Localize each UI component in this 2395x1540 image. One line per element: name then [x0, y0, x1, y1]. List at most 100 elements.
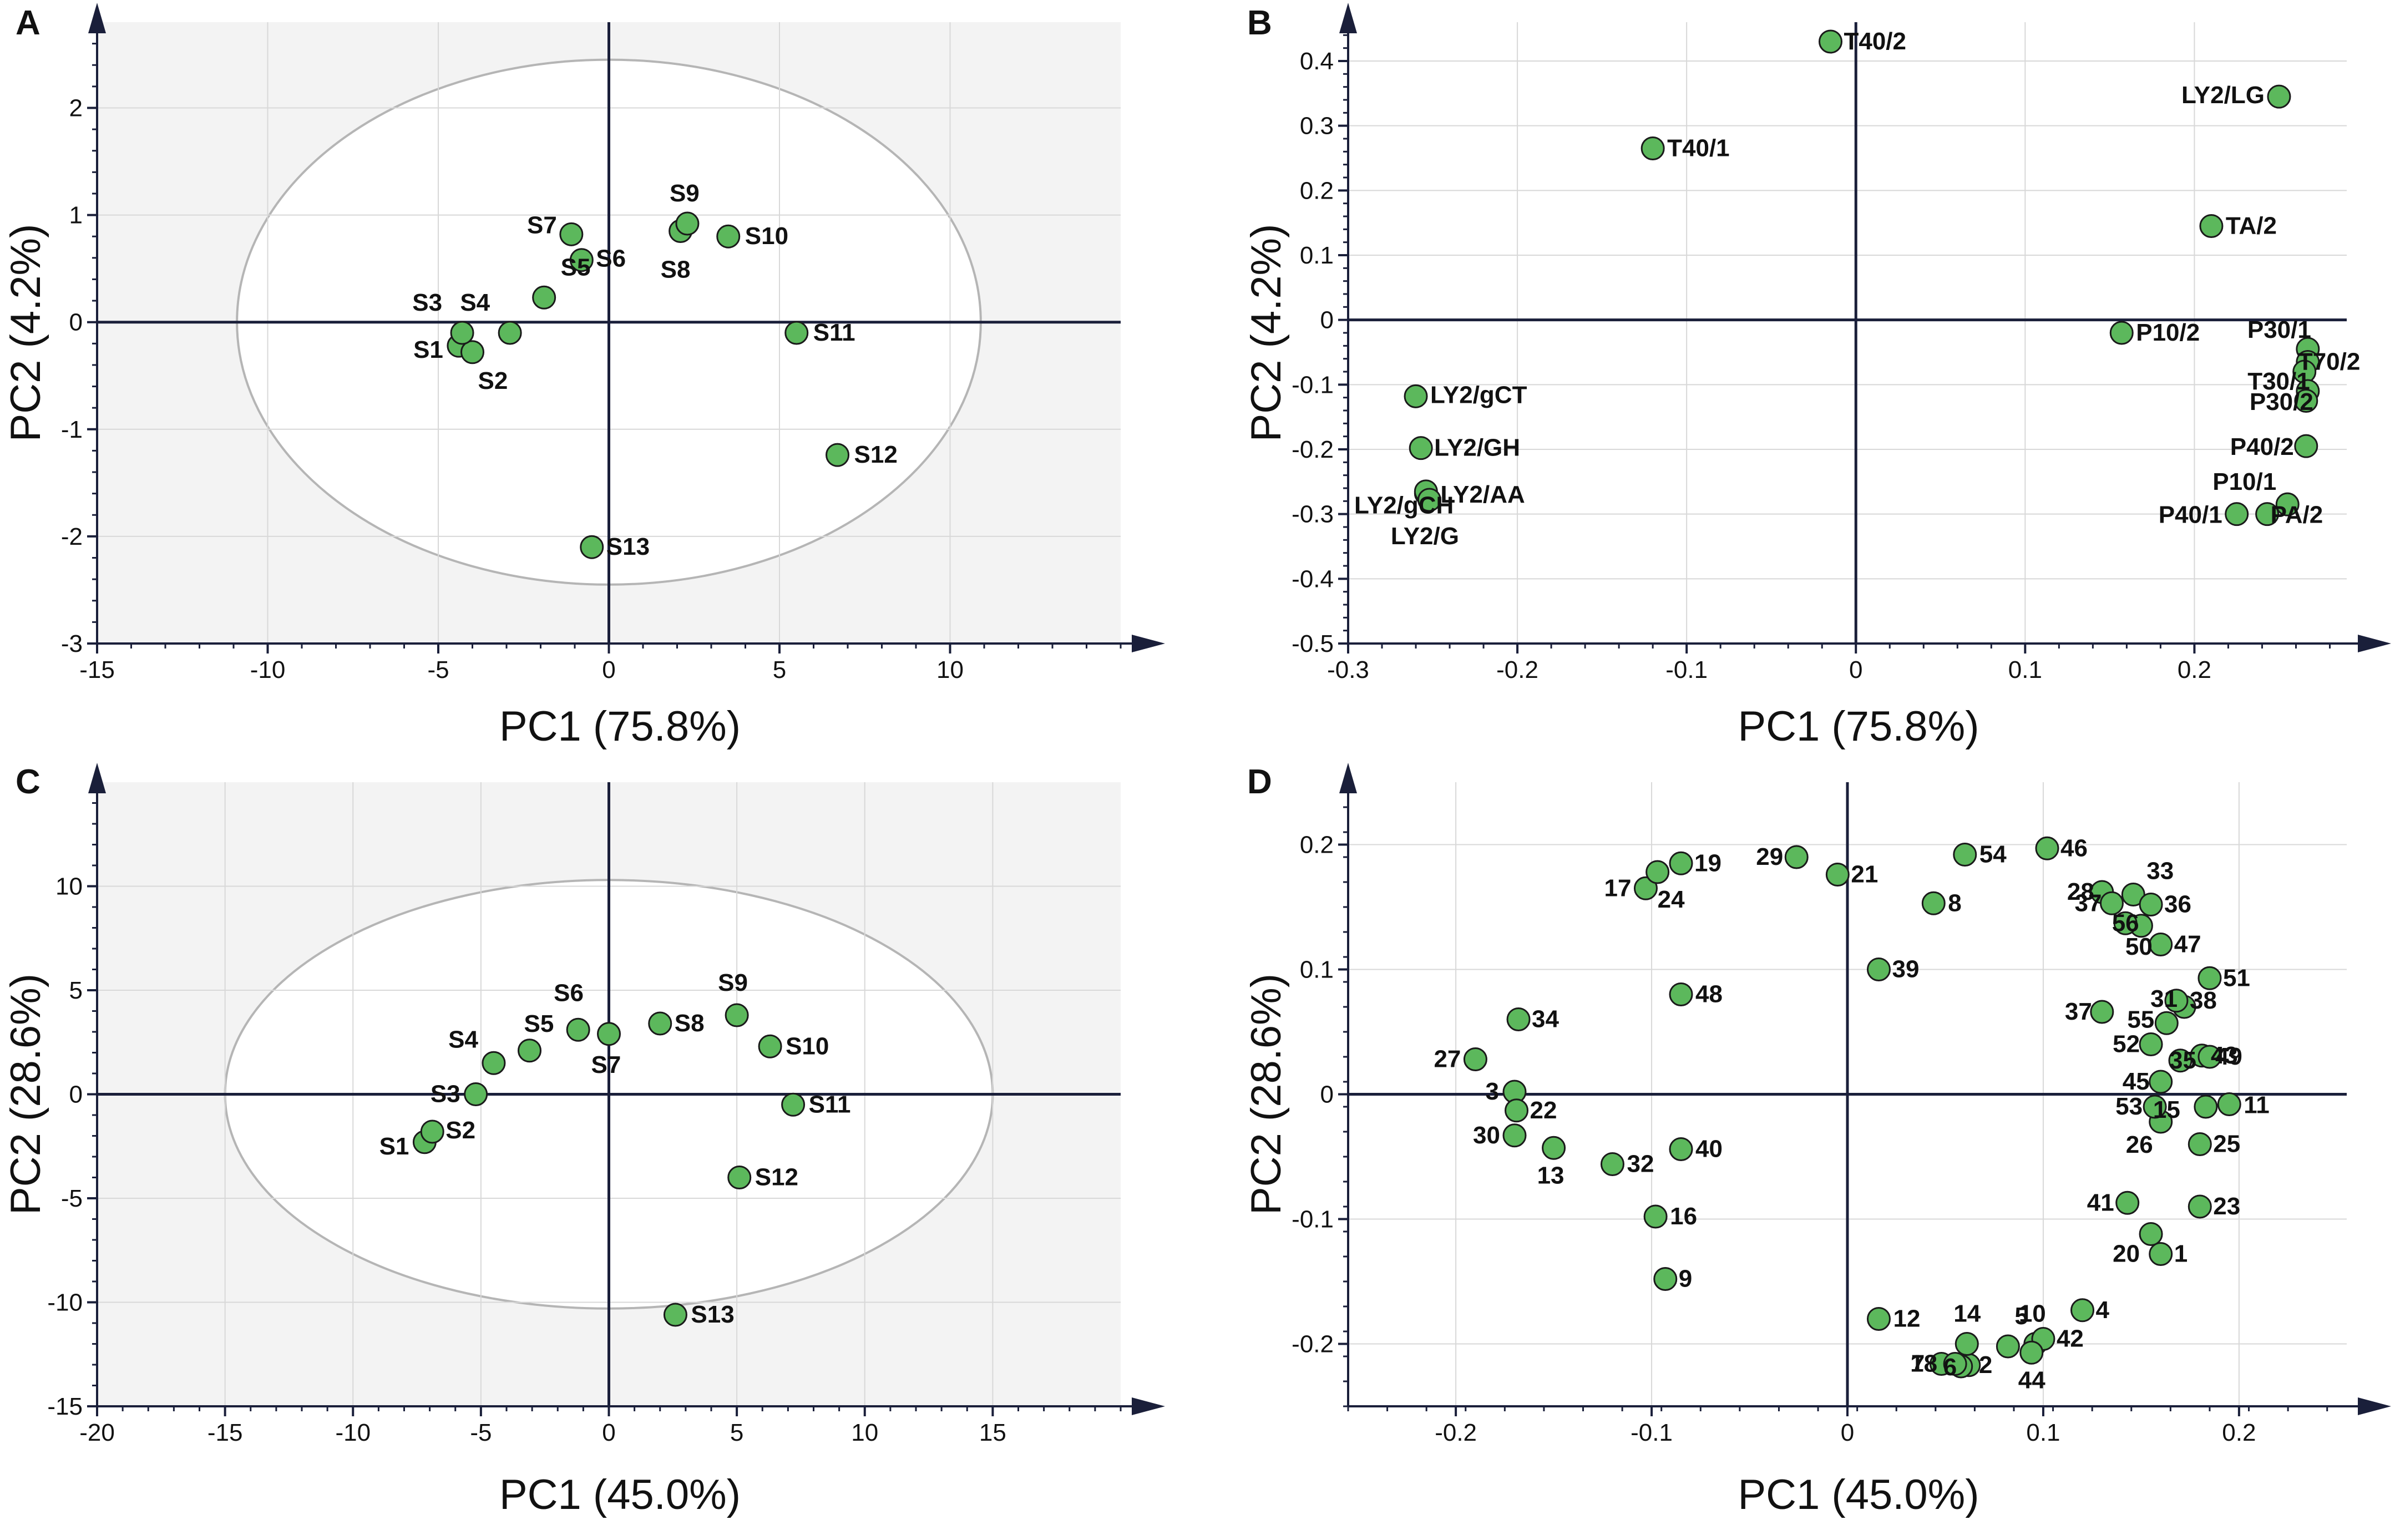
point-label: P10/1 [2212, 468, 2276, 495]
y-axis-title: PC2 (28.6%) [1243, 974, 1290, 1215]
y-axis-arrow [1339, 3, 1357, 33]
point-label: LY2/G [1391, 523, 1459, 550]
data-point [2121, 883, 2145, 906]
data-point [2070, 1298, 2095, 1323]
point-label: S13 [606, 533, 650, 560]
x-tick-label: -5 [427, 656, 449, 683]
y-tick-label: 1 [69, 202, 83, 229]
x-tick-label: 0.1 [2008, 656, 2042, 683]
x-tick-label: -0.2 [1435, 1419, 1477, 1446]
point-label: 17 [1604, 874, 1632, 901]
point-label: 37 [2075, 889, 2102, 916]
x-tick-label: -15 [207, 1419, 243, 1446]
y-tick-label: -0.4 [1292, 565, 1334, 592]
point-label: S1 [379, 1133, 409, 1160]
point-label: 47 [2174, 931, 2201, 958]
point-label: 13 [1537, 1162, 1564, 1189]
y-tick-label: -10 [47, 1289, 83, 1316]
point-label: 25 [2213, 1131, 2240, 1158]
y-tick-label: 5 [69, 977, 83, 1004]
x-tick-label: 0.2 [2222, 1419, 2256, 1446]
point-label: P40/2 [2230, 433, 2294, 460]
y-tick-label: 0 [69, 309, 83, 336]
data-point [2199, 214, 2224, 238]
point-label: 16 [1670, 1203, 1697, 1230]
data-point [580, 535, 604, 559]
point-label: S9 [718, 969, 748, 996]
data-point [2164, 989, 2189, 1013]
point-label: 43 [2211, 1042, 2238, 1069]
data-point [464, 1082, 488, 1106]
point-label: LY2/gCT [1430, 381, 1527, 408]
point-label: 11 [2244, 1092, 2270, 1119]
point-label: P30/2 [2250, 388, 2313, 416]
x-tick-label: 0.2 [2178, 656, 2211, 683]
point-label: 29 [1756, 843, 1783, 870]
data-point [1996, 1334, 2020, 1359]
point-label: 15 [2153, 1096, 2180, 1123]
y-tick-label: 0.4 [1300, 48, 1334, 75]
data-point [2149, 1242, 2173, 1266]
point-label: 34 [1532, 1006, 1559, 1033]
point-label: S12 [755, 1164, 798, 1191]
x-tick-label: -0.2 [1496, 656, 1538, 683]
data-point [2197, 1045, 2222, 1069]
data-point [482, 1051, 506, 1075]
point-label: S10 [786, 1032, 829, 1060]
point-label: 42 [2057, 1325, 2084, 1352]
data-point [2188, 1194, 2212, 1219]
point-label: S9 [670, 180, 700, 207]
x-tick-label: -0.1 [1665, 656, 1708, 683]
data-point [1866, 1307, 1891, 1331]
data-point [597, 1022, 621, 1046]
point-label: S10 [745, 222, 788, 250]
y-tick-label: 0 [1320, 1081, 1334, 1108]
point-label: S7 [527, 211, 557, 239]
y-tick-label: 0 [69, 1081, 83, 1108]
data-point [1542, 1136, 1566, 1160]
x-axis-arrow [2358, 635, 2391, 652]
point-label: 44 [2018, 1366, 2045, 1394]
data-point [1955, 1332, 1979, 1356]
point-label: 52 [2113, 1031, 2140, 1058]
y-tick-label: -1 [61, 416, 83, 443]
data-point [1921, 891, 1946, 915]
point-label: 6 [1943, 1354, 1957, 1381]
data-point [532, 285, 556, 310]
point-label: S2 [478, 367, 508, 394]
point-label: 37 [2065, 998, 2092, 1025]
y-tick-label: -2 [61, 523, 83, 550]
point-label: S3 [412, 289, 442, 316]
data-point [675, 211, 700, 236]
point-label: 28 [2067, 878, 2094, 905]
y-tick-label: 0 [1320, 307, 1334, 334]
point-label: 4 [2096, 1296, 2110, 1324]
point-label: 18 [1910, 1350, 1937, 1377]
data-point [781, 1092, 806, 1117]
point-label: 33 [2146, 858, 2174, 885]
point-label: 23 [2213, 1193, 2240, 1220]
point-label: 49 [2215, 1043, 2242, 1070]
y-axis-arrow [88, 763, 106, 793]
x-tick-label: -5 [470, 1419, 492, 1446]
point-label: LY2/LG [2181, 82, 2265, 109]
data-point [1818, 29, 1842, 54]
data-point [648, 1011, 672, 1036]
data-point [2154, 1011, 2179, 1035]
data-point [1633, 876, 1658, 900]
point-label: 30 [1473, 1122, 1500, 1149]
data-point [420, 1119, 444, 1144]
x-tick-label: -10 [335, 1419, 371, 1446]
data-point [2139, 893, 2163, 916]
point-label: 9 [1679, 1265, 1692, 1293]
x-tick-label: 0 [602, 1419, 615, 1446]
point-label: S5 [561, 254, 591, 281]
y-axis-arrow [88, 3, 106, 33]
point-label: S8 [675, 1010, 705, 1037]
point-label: T40/2 [1844, 28, 1906, 55]
point-label: 46 [2060, 834, 2088, 862]
point-label: 27 [1434, 1046, 1461, 1073]
data-point [1669, 851, 1693, 875]
